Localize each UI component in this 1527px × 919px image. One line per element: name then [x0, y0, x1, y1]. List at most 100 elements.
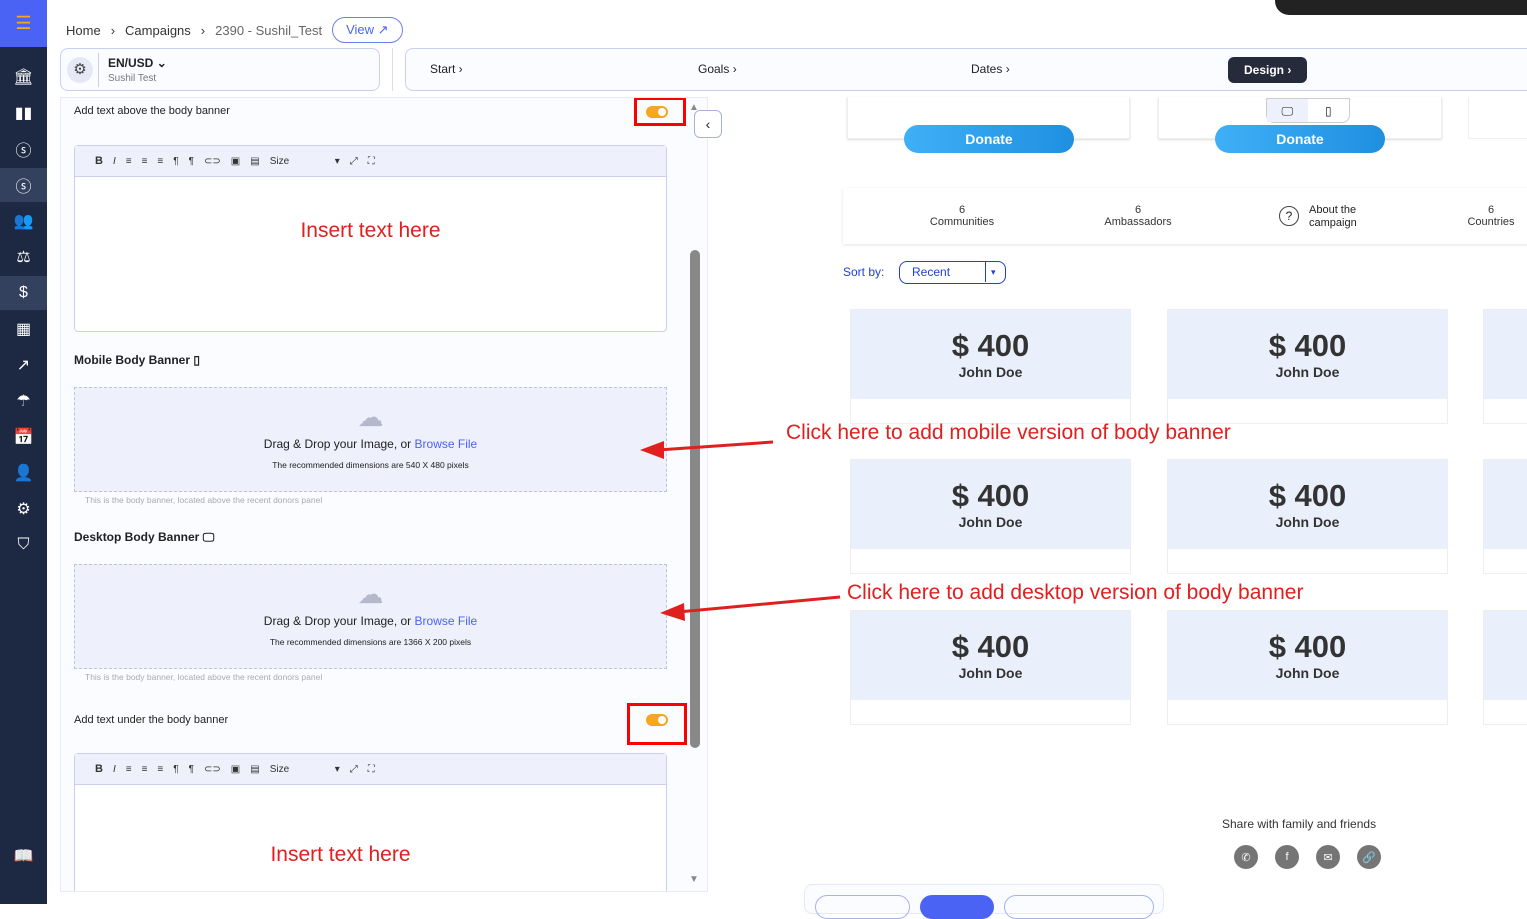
desktop-banner-dropzone[interactable]: ☁ Drag & Drop your Image, or Browse File…	[74, 564, 667, 669]
org-name: Sushil Test	[108, 73, 157, 84]
breadcrumb-home[interactable]: Home	[66, 22, 101, 38]
under-text-toggle[interactable]	[646, 714, 668, 726]
cloud-upload-icon: ☁	[357, 402, 384, 432]
size-dropdown[interactable]: Size	[269, 763, 290, 775]
donor-card: $ 400 John Doe	[1167, 610, 1448, 725]
donate-button[interactable]: Donate	[1215, 125, 1385, 153]
desktop-annotation: Click here to add desktop version of bod…	[847, 581, 1304, 604]
stat-communities[interactable]: Communities	[929, 216, 995, 228]
share-title: Share with family and friends	[1222, 817, 1377, 831]
align-left-icon[interactable]: ≡	[125, 155, 132, 167]
above-text-label: Add text above the body banner	[74, 105, 230, 117]
ltr-icon[interactable]: ¶	[173, 155, 179, 167]
step-design[interactable]: Design ›	[1228, 57, 1308, 83]
sort-select[interactable]: Recent ▾	[899, 261, 1006, 284]
editor-content[interactable]: Insert text here	[300, 219, 441, 242]
stat-ambassadors[interactable]: Ambassadors	[1104, 216, 1172, 228]
arrow-icon[interactable]: ↗	[16, 357, 31, 374]
book-icon[interactable]: 📖	[13, 848, 34, 865]
link-icon[interactable]: 🔗	[1357, 845, 1381, 869]
language-selector[interactable]: ⚙ EN/USD ⌄ Sushil Test	[60, 48, 380, 91]
fullscreen-icon[interactable]: ⛶	[367, 155, 375, 167]
sort-label: Sort by:	[843, 265, 885, 279]
embed-icon[interactable]: ▤	[250, 155, 260, 167]
mobile-view-icon[interactable]: ▯	[1324, 104, 1332, 118]
align-center-icon[interactable]: ≡	[141, 155, 148, 167]
annotation-arrows	[640, 440, 841, 621]
mobile-annotation: Click here to add mobile version of body…	[786, 421, 1231, 444]
donor-card: $ 400 John Doe	[1167, 309, 1448, 424]
above-text-editor[interactable]: B I ≡ ≡ ≡ ¶ ¶ ⊂⊃ ▣ ▤ Size ▾ ⤢ ⛶ Insert text here	[74, 145, 667, 332]
link-icon[interactable]: ⊂⊃	[204, 763, 221, 775]
step-start[interactable]: Start ›	[430, 62, 463, 76]
publish-button[interactable]	[1004, 895, 1154, 919]
align-left-icon[interactable]: ≡	[125, 763, 132, 775]
gear-icon: ⚙	[67, 57, 93, 83]
browse-file-link[interactable]: Browse File	[414, 437, 478, 451]
donate-button[interactable]: Donate	[904, 125, 1074, 153]
align-right-icon[interactable]: ≡	[157, 763, 164, 775]
dollar-circle-icon[interactable]: ⓢ	[0, 168, 47, 202]
dollar-circle-icon[interactable]: ⓢ	[15, 143, 32, 160]
chevron-down-icon: ▾	[985, 262, 996, 282]
bottom-action-bar	[804, 884, 1164, 919]
whatsapp-icon[interactable]: ✆	[1234, 845, 1258, 869]
mobile-banner-dropzone[interactable]: ☁ Drag & Drop your Image, or Browse File…	[74, 387, 667, 492]
rtl-icon[interactable]: ¶	[188, 763, 195, 775]
breadcrumb-campaigns[interactable]: Campaigns	[125, 22, 191, 38]
desktop-view-icon[interactable]: 🖵	[1267, 99, 1308, 122]
panel-scrollbar[interactable]	[690, 250, 700, 748]
facebook-icon[interactable]: f	[1275, 845, 1299, 869]
expand-icon[interactable]: ⤢	[349, 155, 358, 167]
chart-icon[interactable]: ▮▮	[14, 105, 33, 122]
editor-content[interactable]: Insert text here	[270, 843, 411, 866]
donor-card: $ 400 John Doe	[850, 610, 1131, 725]
menu-icon[interactable]: ☰	[0, 0, 47, 47]
rtl-icon[interactable]: ¶	[188, 155, 195, 167]
link-icon[interactable]: ⊂⊃	[204, 155, 221, 167]
image-icon[interactable]: ▣	[230, 155, 241, 167]
plug-icon[interactable]: ⛉	[17, 536, 30, 553]
bold-icon[interactable]: B	[95, 763, 103, 775]
scroll-down-icon[interactable]: ▼	[689, 874, 699, 885]
grid-icon[interactable]: ▦	[15, 321, 32, 338]
email-icon[interactable]: ✉	[1316, 845, 1340, 869]
users-icon[interactable]: 👥	[13, 213, 34, 230]
fullscreen-icon[interactable]: ⛶	[367, 763, 375, 775]
about-campaign-link[interactable]: About the campaign	[1309, 204, 1357, 229]
donor-card: $ 400 John Doe	[850, 309, 1131, 424]
scale-icon[interactable]: ⚖	[16, 249, 31, 266]
under-text-label: Add text under the body banner	[74, 714, 229, 726]
save-button[interactable]	[920, 895, 994, 919]
preview-button[interactable]	[815, 895, 910, 919]
calendar-icon[interactable]: 📅	[13, 429, 34, 446]
step-goals[interactable]: Goals ›	[698, 62, 737, 76]
embed-icon[interactable]: ▤	[250, 763, 260, 775]
bank-icon[interactable]: 🏛	[13, 69, 34, 86]
umbrella-icon[interactable]: ☂	[16, 393, 31, 410]
size-dropdown[interactable]: Size	[269, 155, 290, 167]
browse-file-link[interactable]: Browse File	[414, 614, 478, 628]
user-icon[interactable]: 👤	[13, 465, 34, 482]
italic-icon[interactable]: I	[112, 155, 116, 167]
bold-icon[interactable]: B	[95, 155, 103, 167]
gear-icon[interactable]: ⚙	[16, 501, 31, 518]
collapse-panel-button[interactable]: ‹	[694, 110, 722, 138]
image-icon[interactable]: ▣	[230, 763, 241, 775]
italic-icon[interactable]: I	[112, 763, 116, 775]
align-center-icon[interactable]: ≡	[141, 763, 148, 775]
ltr-icon[interactable]: ¶	[173, 763, 179, 775]
above-text-toggle[interactable]	[646, 106, 668, 118]
dollar-icon[interactable]: $	[0, 276, 47, 310]
step-dates[interactable]: Dates ›	[971, 62, 1010, 76]
chevron-down-icon: ⌄	[156, 56, 167, 70]
donor-card: $ 400 John Doe	[1167, 459, 1448, 574]
expand-icon[interactable]: ⤢	[349, 763, 358, 775]
stat-countries[interactable]: Countries	[1467, 216, 1515, 228]
under-text-editor[interactable]: B I ≡ ≡ ≡ ¶ ¶ ⊂⊃ ▣ ▤ Size ▾ ⤢ ⛶ Insert text here	[74, 753, 667, 891]
desktop-icon: 🖵	[202, 530, 215, 544]
align-right-icon[interactable]: ≡	[157, 155, 164, 167]
device-frame	[1275, 0, 1527, 15]
scroll-up-icon[interactable]: ▲	[689, 102, 699, 113]
view-button[interactable]: View ↗	[332, 17, 403, 43]
